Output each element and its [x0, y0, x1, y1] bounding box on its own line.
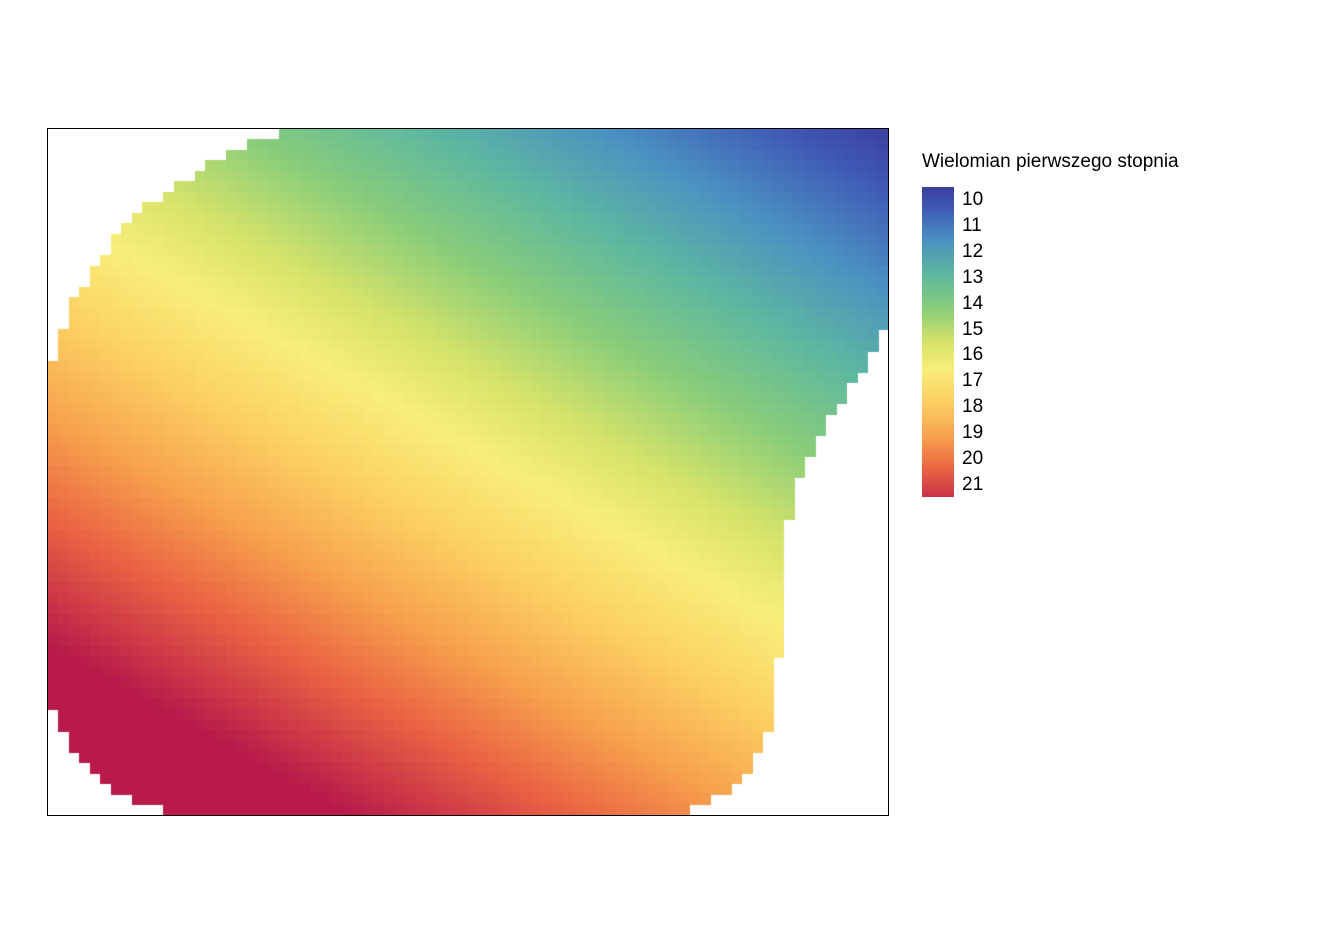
- legend-label: 16: [962, 342, 983, 368]
- legend-label: 19: [962, 419, 983, 445]
- legend-label: 15: [962, 316, 983, 342]
- legend-label: 13: [962, 264, 983, 290]
- legend-label: 18: [962, 394, 983, 420]
- legend: Wielomian pierwszego stopnia 10111213141…: [922, 151, 1179, 497]
- legend-label: 11: [962, 213, 983, 239]
- legend-label: 21: [962, 471, 983, 497]
- legend-labels: 101112131415161718192021: [962, 187, 983, 497]
- legend-label: 14: [962, 290, 983, 316]
- heatmap-canvas: [48, 129, 888, 815]
- legend-label: 12: [962, 239, 983, 265]
- legend-label: 10: [962, 187, 983, 213]
- chart-container: Wielomian pierwszego stopnia 10111213141…: [0, 0, 1344, 940]
- legend-body: 101112131415161718192021: [922, 187, 1179, 497]
- legend-title: Wielomian pierwszego stopnia: [922, 151, 1179, 173]
- legend-label: 17: [962, 368, 983, 394]
- heatmap-plot-frame: [47, 128, 889, 816]
- legend-colorbar: [922, 187, 954, 497]
- legend-label: 20: [962, 445, 983, 471]
